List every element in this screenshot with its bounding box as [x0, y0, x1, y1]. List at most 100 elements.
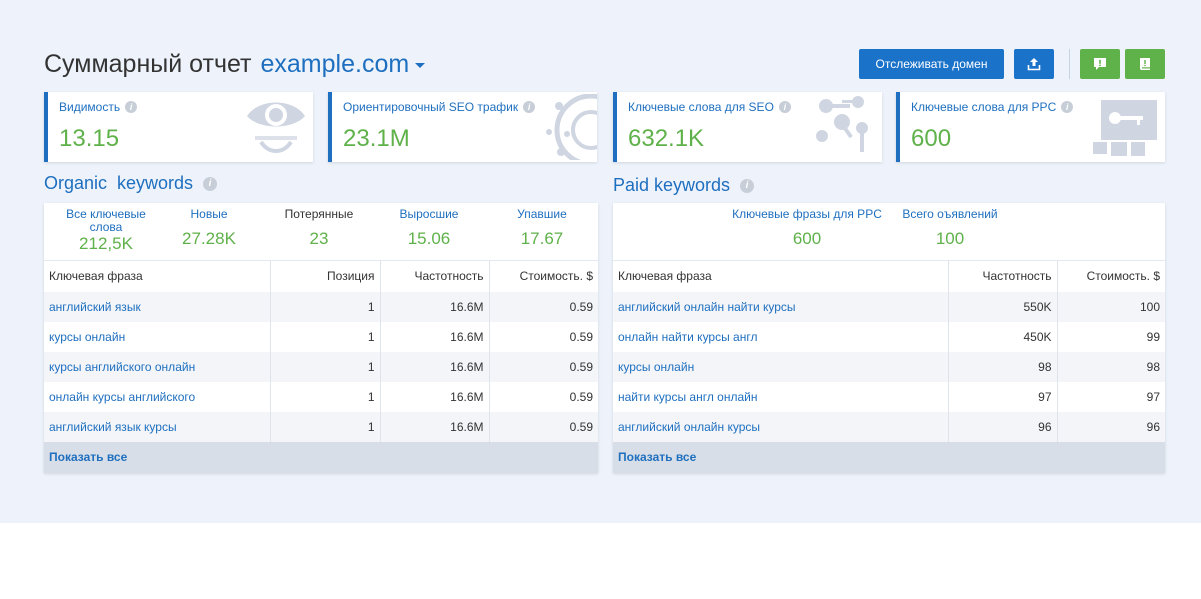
section-title-text: Organic keywords: [44, 173, 194, 193]
stat-new[interactable]: Новые 27.28K: [169, 208, 249, 249]
domain-selector[interactable]: example.com: [260, 50, 410, 78]
caret-down-icon[interactable]: [415, 63, 426, 68]
exclamation-comment-icon: [1094, 58, 1106, 70]
key-block-icon: [1093, 100, 1157, 156]
stat-label: Выросшие: [399, 207, 459, 221]
volume-cell: 96: [947, 411, 1057, 442]
stat-ppc-keywords[interactable]: Ключевые фразы для PPC 600: [729, 208, 885, 249]
table-row: английский онлайн курсы 96 96: [613, 411, 1165, 442]
keyword-link[interactable]: курсы онлайн: [49, 329, 126, 344]
card-label-traffic: Ориентировочный SEO трафик i: [343, 100, 536, 114]
info-icon[interactable]: i: [125, 101, 138, 113]
volume-cell: 16.6M: [379, 381, 489, 412]
cost-cell: 98: [1056, 351, 1165, 382]
keyword-cell[interactable]: онлайн найти курсы англ: [613, 322, 948, 352]
keyword-cell[interactable]: курсы онлайн: [44, 322, 270, 352]
cost-cell: 0.59: [488, 411, 598, 442]
manual-button[interactable]: [1125, 49, 1165, 79]
keyword-link[interactable]: курсы английского онлайн: [49, 359, 196, 374]
stat-label: Потерянные: [284, 207, 354, 221]
cost-cell: 0.59: [488, 381, 598, 412]
column-keyword[interactable]: Ключевая фраза: [613, 260, 948, 292]
organic-keywords-title: Organic keywords i: [44, 173, 218, 194]
keyword-cell[interactable]: английский язык: [44, 291, 270, 322]
table-row: курсы онлайн 98 98: [613, 351, 1165, 382]
table-row: онлайн курсы английского 1 16.6M 0.59: [44, 381, 598, 412]
keyword-link[interactable]: английский онлайн курсы: [618, 419, 761, 434]
stat-lost[interactable]: Потерянные 23: [274, 208, 364, 249]
card-title: Ориентировочный SEO трафик: [343, 100, 519, 114]
visibility-card[interactable]: Видимость i 13.15: [44, 92, 313, 162]
table-row: курсы английского онлайн 1 16.6M 0.59: [44, 351, 598, 382]
card-title: Ключевые слова для PPC: [911, 100, 1057, 114]
show-all-organic-link[interactable]: Показать все: [44, 441, 598, 473]
card-label-visibility: Видимость i: [59, 100, 138, 114]
orbit-icon: [546, 94, 597, 160]
export-button[interactable]: [1014, 49, 1054, 79]
card-title: Видимость: [59, 100, 121, 114]
info-icon[interactable]: i: [1061, 101, 1074, 113]
keyword-link[interactable]: онлайн курсы английского: [49, 389, 196, 404]
keyword-link[interactable]: онлайн найти курсы англ: [618, 329, 758, 344]
table-row: онлайн найти курсы англ 450K 99: [613, 321, 1165, 352]
keyword-cell[interactable]: найти курсы англ онлайн: [613, 382, 948, 412]
column-keyword[interactable]: Ключевая фраза: [44, 260, 270, 292]
cost-cell: 97: [1056, 381, 1165, 412]
column-volume[interactable]: Частотность: [947, 260, 1057, 292]
column-position[interactable]: Позиция: [269, 260, 380, 292]
card-value: 23.1M: [343, 125, 410, 152]
cost-cell: 99: [1056, 321, 1165, 352]
organic-keywords-table: Ключевая фраза Позиция Частотность Стоим…: [44, 260, 598, 442]
keyword-cell[interactable]: курсы английского онлайн: [44, 351, 270, 382]
stat-down[interactable]: Упавшие 17.67: [502, 208, 582, 249]
show-all-paid-link[interactable]: Показать все: [613, 441, 1165, 473]
keyword-cell[interactable]: английский язык курсы: [44, 411, 270, 442]
stat-label: Всего оъявлений: [902, 207, 998, 221]
stat-value: 100: [935, 229, 965, 248]
table-row: курсы онлайн 1 16.6M 0.59: [44, 321, 598, 352]
stat-total-ads[interactable]: Всего оъявлений 100: [899, 208, 1001, 249]
stat-up[interactable]: Выросшие 15.06: [389, 208, 469, 249]
seo-keywords-card[interactable]: Ключевые слова для SEO i 632.1K: [613, 92, 882, 162]
card-label-seo: Ключевые слова для SEO i: [628, 100, 791, 114]
keyword-cell[interactable]: курсы онлайн: [613, 351, 948, 382]
keyword-cell[interactable]: английский онлайн найти курсы: [613, 291, 948, 322]
position-cell: 1: [269, 411, 380, 442]
column-cost[interactable]: Стоимость. $: [488, 260, 598, 292]
info-icon[interactable]: i: [203, 176, 218, 191]
info-icon[interactable]: i: [523, 101, 536, 113]
track-domain-button[interactable]: Отслеживать домен: [859, 49, 1004, 79]
feedback-button[interactable]: [1080, 49, 1120, 79]
keyword-cell[interactable]: английский онлайн курсы: [613, 411, 948, 442]
card-value: 632.1K: [628, 125, 705, 152]
table-header: Ключевая фраза Частотность Стоимость. $: [613, 260, 1165, 292]
ppc-keywords-card[interactable]: Ключевые слова для PPC i 600: [896, 92, 1165, 162]
seo-traffic-card[interactable]: Ориентировочный SEO трафик i 23.1M: [328, 92, 597, 162]
table-row: английский язык курсы 1 16.6M 0.59: [44, 411, 598, 442]
cost-cell: 100: [1056, 291, 1165, 322]
column-cost[interactable]: Стоимость. $: [1056, 260, 1165, 292]
keyword-cell[interactable]: онлайн курсы английского: [44, 382, 270, 412]
card-label-ppc: Ключевые слова для PPC i: [911, 100, 1074, 114]
column-volume[interactable]: Частотность: [379, 260, 489, 292]
keyword-link[interactable]: английский онлайн найти курсы: [618, 299, 796, 314]
info-icon[interactable]: i: [778, 101, 791, 113]
stat-label: Все ключевые слова: [66, 207, 146, 234]
keyword-link[interactable]: английский язык: [49, 299, 141, 314]
stat-all[interactable]: Все ключевые слова 212,5K: [60, 208, 152, 254]
keyword-link[interactable]: найти курсы англ онлайн: [618, 389, 758, 404]
volume-cell: 550K: [947, 291, 1057, 322]
cost-cell: 0.59: [488, 291, 598, 322]
upload-icon: [1027, 58, 1041, 71]
organic-stats: Все ключевые слова 212,5K Новые 27.28K П…: [44, 203, 598, 260]
section-title-text: Paid keywords: [613, 175, 731, 195]
volume-cell: 98: [947, 351, 1057, 382]
keyword-link[interactable]: курсы онлайн: [618, 359, 695, 374]
volume-cell: 16.6M: [379, 411, 489, 442]
keyword-link[interactable]: английский язык курсы: [49, 419, 177, 434]
stat-label: Ключевые фразы для PPC: [732, 207, 882, 221]
info-icon[interactable]: i: [740, 178, 755, 193]
stat-value: 27.28K: [182, 229, 236, 248]
page-title: Суммарный отчет example.com: [44, 50, 426, 82]
stat-value: 600: [792, 229, 822, 248]
